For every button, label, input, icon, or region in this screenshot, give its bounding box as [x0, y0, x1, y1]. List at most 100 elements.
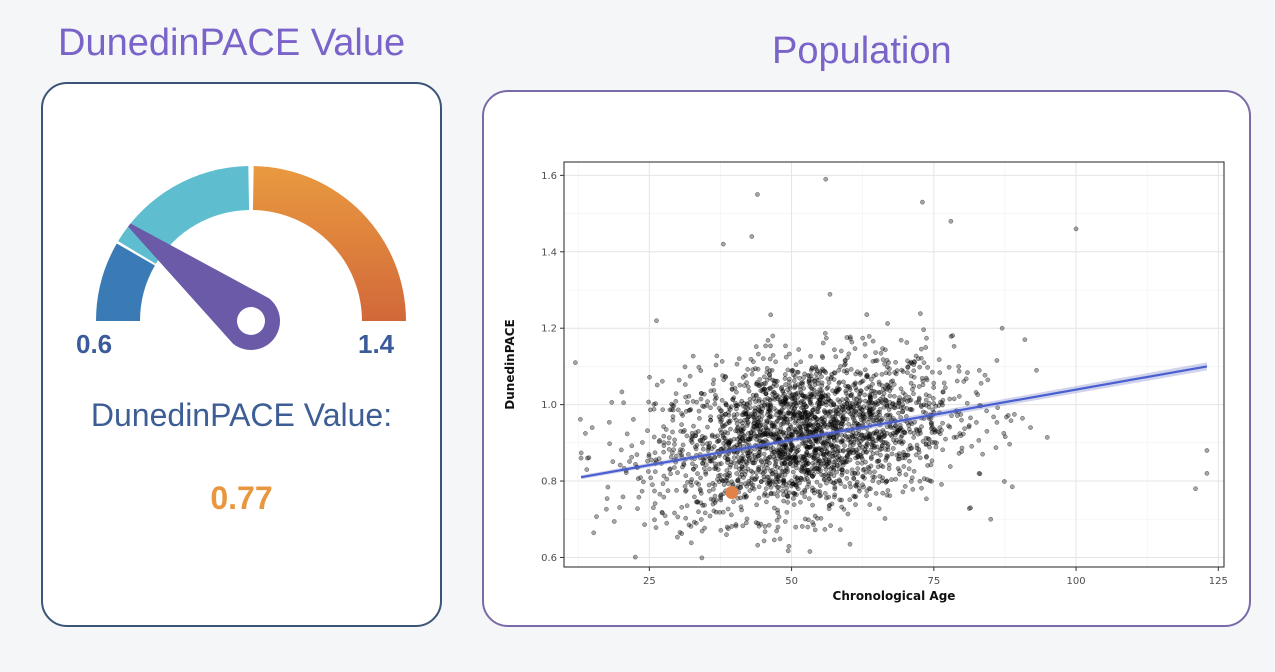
scatter-point: [805, 452, 810, 458]
scatter-point: [818, 515, 824, 521]
scatter-point: [868, 454, 874, 460]
grid-lines: [564, 162, 1224, 567]
scatter-point: [767, 375, 773, 381]
scatter-point: [918, 311, 923, 316]
scatter-point: [872, 474, 877, 480]
scatter-point: [740, 523, 746, 529]
scatter-point: [685, 399, 690, 405]
scatter-point: [777, 415, 783, 420]
scatter-point: [867, 407, 872, 413]
scatter-point: [862, 475, 867, 481]
scatter-point: [762, 397, 768, 403]
scatter-point: [718, 495, 724, 501]
scatter-point: [908, 373, 914, 379]
scatter-point: [877, 473, 883, 479]
scatter-point: [735, 477, 741, 483]
scatter-point: [879, 371, 885, 377]
scatter-point: [940, 420, 945, 426]
value-label: DunedinPACE Value:: [90, 397, 393, 433]
scatter-point: [746, 388, 752, 394]
scatter-point: [773, 412, 779, 418]
scatter-point: [831, 473, 837, 479]
scatter-point: [705, 424, 710, 430]
scatter-point: [994, 358, 1000, 363]
scatter-point: [621, 400, 626, 406]
scatter-point: [966, 506, 972, 511]
scatter-point: [901, 397, 906, 403]
scatter-point: [976, 438, 982, 443]
scatter-point: [732, 385, 738, 391]
scatter-point: [897, 468, 902, 474]
scatter-point: [826, 458, 832, 463]
scatter-point: [817, 483, 823, 488]
scatter-point-outlier: [1193, 486, 1198, 492]
scatter-point: [672, 510, 677, 516]
scatter-point: [771, 454, 777, 460]
scatter-point: [707, 440, 713, 446]
scatter-point: [624, 431, 630, 437]
scatter-point: [975, 392, 981, 397]
scatter-point: [842, 433, 848, 438]
scatter-point: [838, 409, 844, 415]
scatter-point: [797, 424, 802, 430]
scatter-point: [902, 484, 908, 489]
scatter-point: [925, 365, 930, 370]
scatter-point: [851, 396, 857, 402]
scatter-point: [746, 481, 751, 486]
scatter-point: [1007, 441, 1012, 447]
scatter-point: [785, 456, 791, 462]
scatter-point: [756, 484, 762, 490]
scatter-point: [875, 458, 881, 464]
scatter-point: [713, 466, 719, 471]
scatter-point: [814, 375, 820, 381]
scatter-point: [824, 449, 830, 455]
scatter-point: [941, 380, 947, 386]
scatter-point: [900, 390, 906, 396]
scatter-point: [740, 375, 746, 380]
scatter-point: [807, 549, 813, 554]
scatter-point: [683, 409, 689, 414]
scatter-point: [706, 488, 712, 494]
scatter-point: [898, 337, 904, 343]
scatter-point: [815, 422, 821, 428]
scatter-point: [855, 460, 861, 466]
scatter-point: [845, 355, 850, 361]
population-scatter-chart: 25 50 75 100 125 0.6 0.8 1.0 1.2 1.4 1.6 Chronolog…: [503, 161, 1228, 603]
scatter-point: [859, 379, 864, 385]
scatter-point: [772, 390, 777, 396]
scatter-point: [871, 373, 877, 379]
scatter-point: [810, 520, 815, 525]
scatter-point: [833, 388, 839, 394]
scatter-point: [826, 380, 832, 386]
scatter-point: [781, 478, 787, 484]
scatter-point: [762, 524, 768, 529]
scatter-point: [698, 490, 704, 496]
scatter-point: [712, 482, 718, 488]
scatter-point: [629, 454, 634, 460]
scatter-point: [785, 462, 791, 467]
scatter-point: [654, 318, 659, 324]
scatter-point: [857, 372, 863, 377]
scatter-point: [764, 427, 770, 433]
scatter-point: [864, 488, 870, 494]
scatter-point: [814, 479, 820, 485]
scatter-point: [687, 373, 693, 379]
gauge-mid-segment: [118, 166, 250, 264]
scatter-point: [893, 371, 899, 377]
scatter-point: [917, 364, 923, 370]
scatter-point: [915, 431, 921, 437]
scatter-point: [825, 384, 831, 390]
scatter-point: [632, 554, 638, 560]
scatter-point: [806, 481, 812, 487]
scatter-point: [708, 388, 714, 394]
scatter-point: [912, 359, 917, 365]
scatter-point: [882, 397, 888, 403]
scatter-point: [775, 489, 781, 494]
scatter-point: [841, 506, 847, 512]
scatter-point: [739, 507, 744, 513]
scatter-point: [840, 467, 846, 473]
scatter-point: [652, 501, 658, 506]
scatter-point: [754, 437, 759, 442]
scatter-point: [918, 346, 924, 352]
scatter-point: [890, 378, 896, 384]
